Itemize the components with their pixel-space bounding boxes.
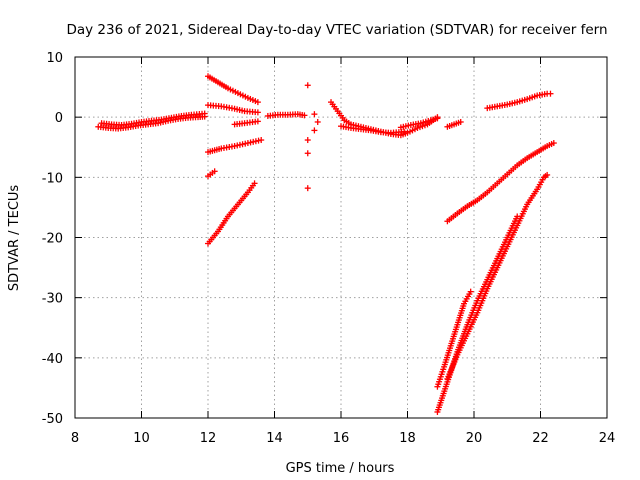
series-arc-19 [444, 171, 551, 382]
data-point [544, 171, 551, 178]
data-point [254, 118, 261, 125]
data-point [211, 168, 218, 175]
data-point [251, 180, 258, 187]
data-point [201, 110, 208, 117]
chart-title: Day 236 of 2021, Sidereal Day-to-day VTE… [66, 22, 607, 38]
data-point [314, 118, 321, 125]
y-tick-label: -50 [42, 412, 63, 427]
data-point [311, 111, 318, 118]
series-arc-17 [434, 288, 474, 390]
series-arc-4 [205, 102, 261, 116]
series-arc-9 [264, 111, 308, 119]
data-point [550, 140, 557, 147]
y-axis: 10 0 -10 -20 -30 -40 -50 [42, 51, 607, 427]
x-tick-label: 16 [333, 431, 350, 446]
data-point [304, 137, 311, 144]
x-tick-label: 8 [71, 431, 79, 446]
series-arc-13 [397, 115, 441, 131]
data-point [304, 150, 311, 157]
y-tick-label: 0 [55, 111, 63, 126]
series-arc-6 [205, 137, 265, 156]
x-tick-label: 18 [399, 431, 416, 446]
series-arc-12 [338, 123, 408, 136]
y-axis-title: SDTVAR / TECUs [7, 185, 22, 292]
x-tick-label: 20 [466, 431, 483, 446]
data-point [547, 90, 554, 97]
data-point [301, 112, 308, 119]
series-arc-16 [444, 140, 557, 225]
series-arc-2 [98, 110, 208, 128]
x-tick-label: 22 [532, 431, 549, 446]
x-tick-label: 24 [599, 431, 616, 446]
data-point [401, 128, 408, 135]
data-point [457, 118, 464, 125]
data-point [434, 115, 441, 122]
series-arc-3 [205, 73, 261, 106]
data-point [304, 82, 311, 89]
data-point [304, 185, 311, 192]
grid-layer [75, 57, 607, 418]
y-tick-label: -30 [42, 292, 63, 307]
data-point [254, 99, 261, 106]
y-tick-label: -10 [42, 171, 63, 186]
series-arc-14 [444, 118, 464, 130]
y-tick-label: 10 [46, 51, 63, 66]
series-arc-7 [205, 168, 218, 180]
x-axis: 8 10 12 14 16 18 20 22 24 [71, 57, 615, 446]
data-point [467, 288, 474, 295]
y-tick-label: -40 [42, 352, 63, 367]
series-arc-5 [231, 118, 261, 128]
data-point [254, 109, 261, 116]
series-arc-15 [484, 90, 554, 112]
x-tick-label: 12 [200, 431, 217, 446]
data-point [311, 127, 318, 134]
x-tick-label: 10 [133, 431, 150, 446]
data-series [95, 73, 557, 415]
x-axis-title: GPS time / hours [286, 461, 395, 476]
x-tick-label: 14 [266, 431, 283, 446]
y-tick-label: -20 [42, 232, 63, 247]
series-arc-10 [304, 82, 321, 192]
data-point [258, 137, 265, 144]
series-arc-8 [205, 180, 258, 247]
